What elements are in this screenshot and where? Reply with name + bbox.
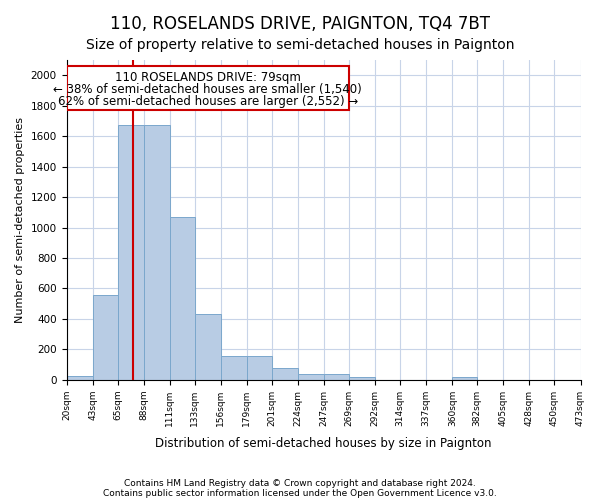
Bar (221, 356, 247, 380)
Text: Size of property relative to semi-detached houses in Paignton: Size of property relative to semi-detach… (86, 38, 514, 52)
Bar (247, 356, 272, 380)
Bar (118, 126, 143, 380)
Text: ← 38% of semi-detached houses are smaller (1,540): ← 38% of semi-detached houses are smalle… (53, 83, 362, 96)
Y-axis label: Number of semi-detached properties: Number of semi-detached properties (15, 117, 25, 323)
Bar (92, 294, 118, 380)
Bar (298, 374, 324, 380)
FancyBboxPatch shape (67, 66, 349, 110)
Text: 62% of semi-detached houses are larger (2,552) →: 62% of semi-detached houses are larger (… (58, 94, 358, 108)
Bar (170, 217, 195, 380)
Text: Contains public sector information licensed under the Open Government Licence v3: Contains public sector information licen… (103, 488, 497, 498)
Bar (452, 376, 477, 380)
Text: Contains HM Land Registry data © Crown copyright and database right 2024.: Contains HM Land Registry data © Crown c… (124, 478, 476, 488)
Bar (324, 374, 349, 380)
Bar (143, 126, 170, 380)
X-axis label: Distribution of semi-detached houses by size in Paignton: Distribution of semi-detached houses by … (155, 437, 492, 450)
Bar (67, 376, 92, 380)
Text: 110 ROSELANDS DRIVE: 79sqm: 110 ROSELANDS DRIVE: 79sqm (115, 71, 301, 84)
Bar (349, 376, 375, 380)
Bar (195, 314, 221, 380)
Bar (272, 368, 298, 380)
Text: 110, ROSELANDS DRIVE, PAIGNTON, TQ4 7BT: 110, ROSELANDS DRIVE, PAIGNTON, TQ4 7BT (110, 15, 490, 33)
